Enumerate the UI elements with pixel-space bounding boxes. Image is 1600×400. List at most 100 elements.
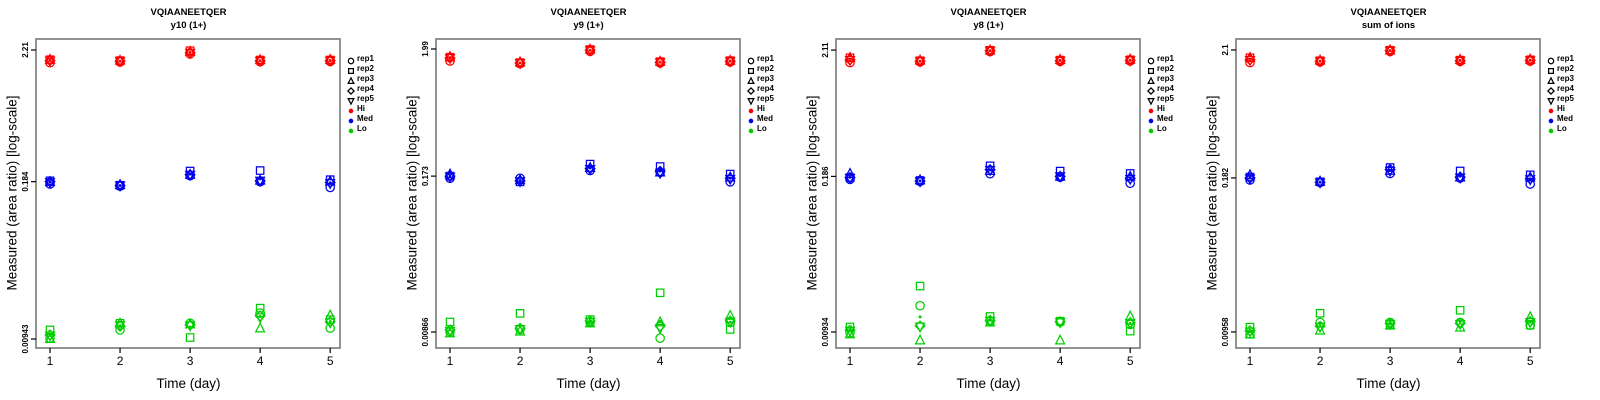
- chart-panel: 1 2 3 4 5 1.99 0.173 0.00866 VQIAANEETQER y9 (1…: [400, 0, 800, 400]
- data-point: [184, 321, 196, 333]
- legend-label: Lo: [1157, 123, 1167, 133]
- svg-text:3: 3: [587, 354, 594, 368]
- plot-area: 1 2 3 4 5 2.21 0.184 0.00943: [21, 38, 341, 368]
- svg-text:0.00943: 0.00943: [21, 324, 30, 353]
- legend-item: rep3: [746, 73, 774, 85]
- data-point: [1454, 53, 1466, 64]
- triangle-up-icon: [746, 73, 757, 85]
- data-point: [655, 333, 665, 343]
- data-point: [1315, 308, 1325, 318]
- triangle-up-icon: [1546, 73, 1557, 85]
- svg-text:0.00866: 0.00866: [421, 317, 430, 346]
- group-mean-dot: [1128, 322, 1132, 326]
- plot-box: [35, 38, 341, 349]
- legend-label: Hi: [757, 103, 765, 113]
- legend-item: rep4: [1546, 83, 1574, 95]
- group-mean-dot: [328, 181, 332, 185]
- panel-title: VQIAANEETQER: [1350, 7, 1427, 18]
- data-point: [1524, 175, 1536, 186]
- group-mean-dot: [258, 177, 262, 181]
- dot-icon: [746, 123, 757, 134]
- legend-label: rep2: [1557, 63, 1574, 73]
- series-hi: [44, 45, 336, 68]
- legend-item: rep1: [346, 53, 374, 65]
- legend-item: rep3: [1146, 73, 1174, 85]
- data-point: [914, 333, 926, 345]
- legend-item: rep1: [746, 53, 774, 65]
- square-icon: [1546, 63, 1557, 75]
- series-hi: [444, 43, 736, 70]
- plot-area: 1 2 3 4 5 2.11 0.186 0.00934: [821, 38, 1141, 368]
- data-point: [984, 316, 996, 328]
- svg-text:2: 2: [917, 354, 924, 368]
- group-mean-dot: [1528, 58, 1532, 62]
- panel-subtitle: sum of ions: [1361, 20, 1416, 31]
- panel-title: VQIAANEETQER: [950, 7, 1027, 18]
- group-mean-dot: [728, 320, 732, 324]
- data-point: [914, 173, 926, 185]
- legend-label: rep4: [757, 83, 774, 93]
- svg-text:5: 5: [727, 354, 734, 368]
- legend-item: Med: [1146, 113, 1174, 124]
- legend-label: rep5: [357, 93, 374, 103]
- legend-label: Med: [1157, 113, 1173, 123]
- legend-item: Hi: [346, 103, 374, 114]
- data-point: [584, 161, 596, 172]
- series-hi: [1244, 43, 1536, 68]
- data-point: [844, 173, 856, 185]
- group-mean-dot: [518, 178, 522, 182]
- data-point: [114, 320, 126, 332]
- group-mean-dot: [448, 328, 452, 332]
- data-point: [724, 174, 736, 186]
- data-point: [654, 168, 666, 180]
- y-axis-ticks: 2.11 0.186 0.00934: [821, 42, 836, 346]
- series-med: [444, 159, 736, 188]
- legend-label: Med: [357, 113, 373, 123]
- series-med: [44, 166, 336, 193]
- legend-label: Hi: [357, 103, 365, 113]
- group-mean-dot: [848, 175, 852, 179]
- legend-item: rep1: [1146, 53, 1174, 65]
- svg-text:0.182: 0.182: [1221, 167, 1230, 188]
- panel-title: VQIAANEETQER: [550, 7, 627, 18]
- circle-icon: [1546, 53, 1557, 65]
- svg-text:4: 4: [257, 354, 264, 368]
- data-point: [1124, 56, 1136, 67]
- group-mean-dot: [1058, 174, 1062, 178]
- svg-text:2: 2: [117, 354, 124, 368]
- legend-item: rep4: [746, 83, 774, 95]
- group-mean-dot: [988, 49, 992, 53]
- y-axis-label: Measured (area ratio) [log-scale]: [804, 95, 820, 291]
- group-mean-dot: [518, 61, 522, 65]
- legend-item: Lo: [746, 123, 774, 134]
- data-point: [1054, 318, 1066, 329]
- legend-item: rep2: [346, 63, 374, 75]
- group-mean-dot: [918, 179, 922, 183]
- plot-box: [1235, 38, 1541, 349]
- series-med: [844, 161, 1136, 189]
- data-point: [324, 56, 336, 68]
- x-axis-label: Time (day): [956, 376, 1021, 391]
- legend-item: rep5: [746, 93, 774, 106]
- data-point: [44, 178, 56, 189]
- group-mean-dot: [258, 315, 262, 319]
- circle-icon: [1146, 53, 1157, 65]
- svg-text:0.173: 0.173: [421, 166, 430, 187]
- chart-panel: 1 2 3 4 5 2.11 0.186 0.00934 VQIAANEETQER y8 (1…: [800, 0, 1200, 400]
- legend-label: Hi: [1157, 103, 1165, 113]
- x-axis-ticks: 1 2 3 4 5: [447, 348, 734, 368]
- data-point: [1384, 46, 1396, 58]
- svg-text:2.1: 2.1: [1221, 44, 1230, 56]
- data-point: [584, 317, 596, 329]
- legend-label: rep4: [1157, 83, 1174, 93]
- y-axis-ticks: 2.21 0.184 0.00943: [21, 42, 36, 353]
- group-mean-dot: [118, 183, 122, 187]
- legend-label: rep1: [1157, 53, 1174, 63]
- group-mean-dot: [988, 168, 992, 172]
- data-point: [514, 58, 526, 70]
- data-point: [654, 315, 666, 327]
- data-point: [915, 300, 925, 311]
- data-point: [324, 318, 336, 330]
- group-mean-dot: [1318, 59, 1322, 63]
